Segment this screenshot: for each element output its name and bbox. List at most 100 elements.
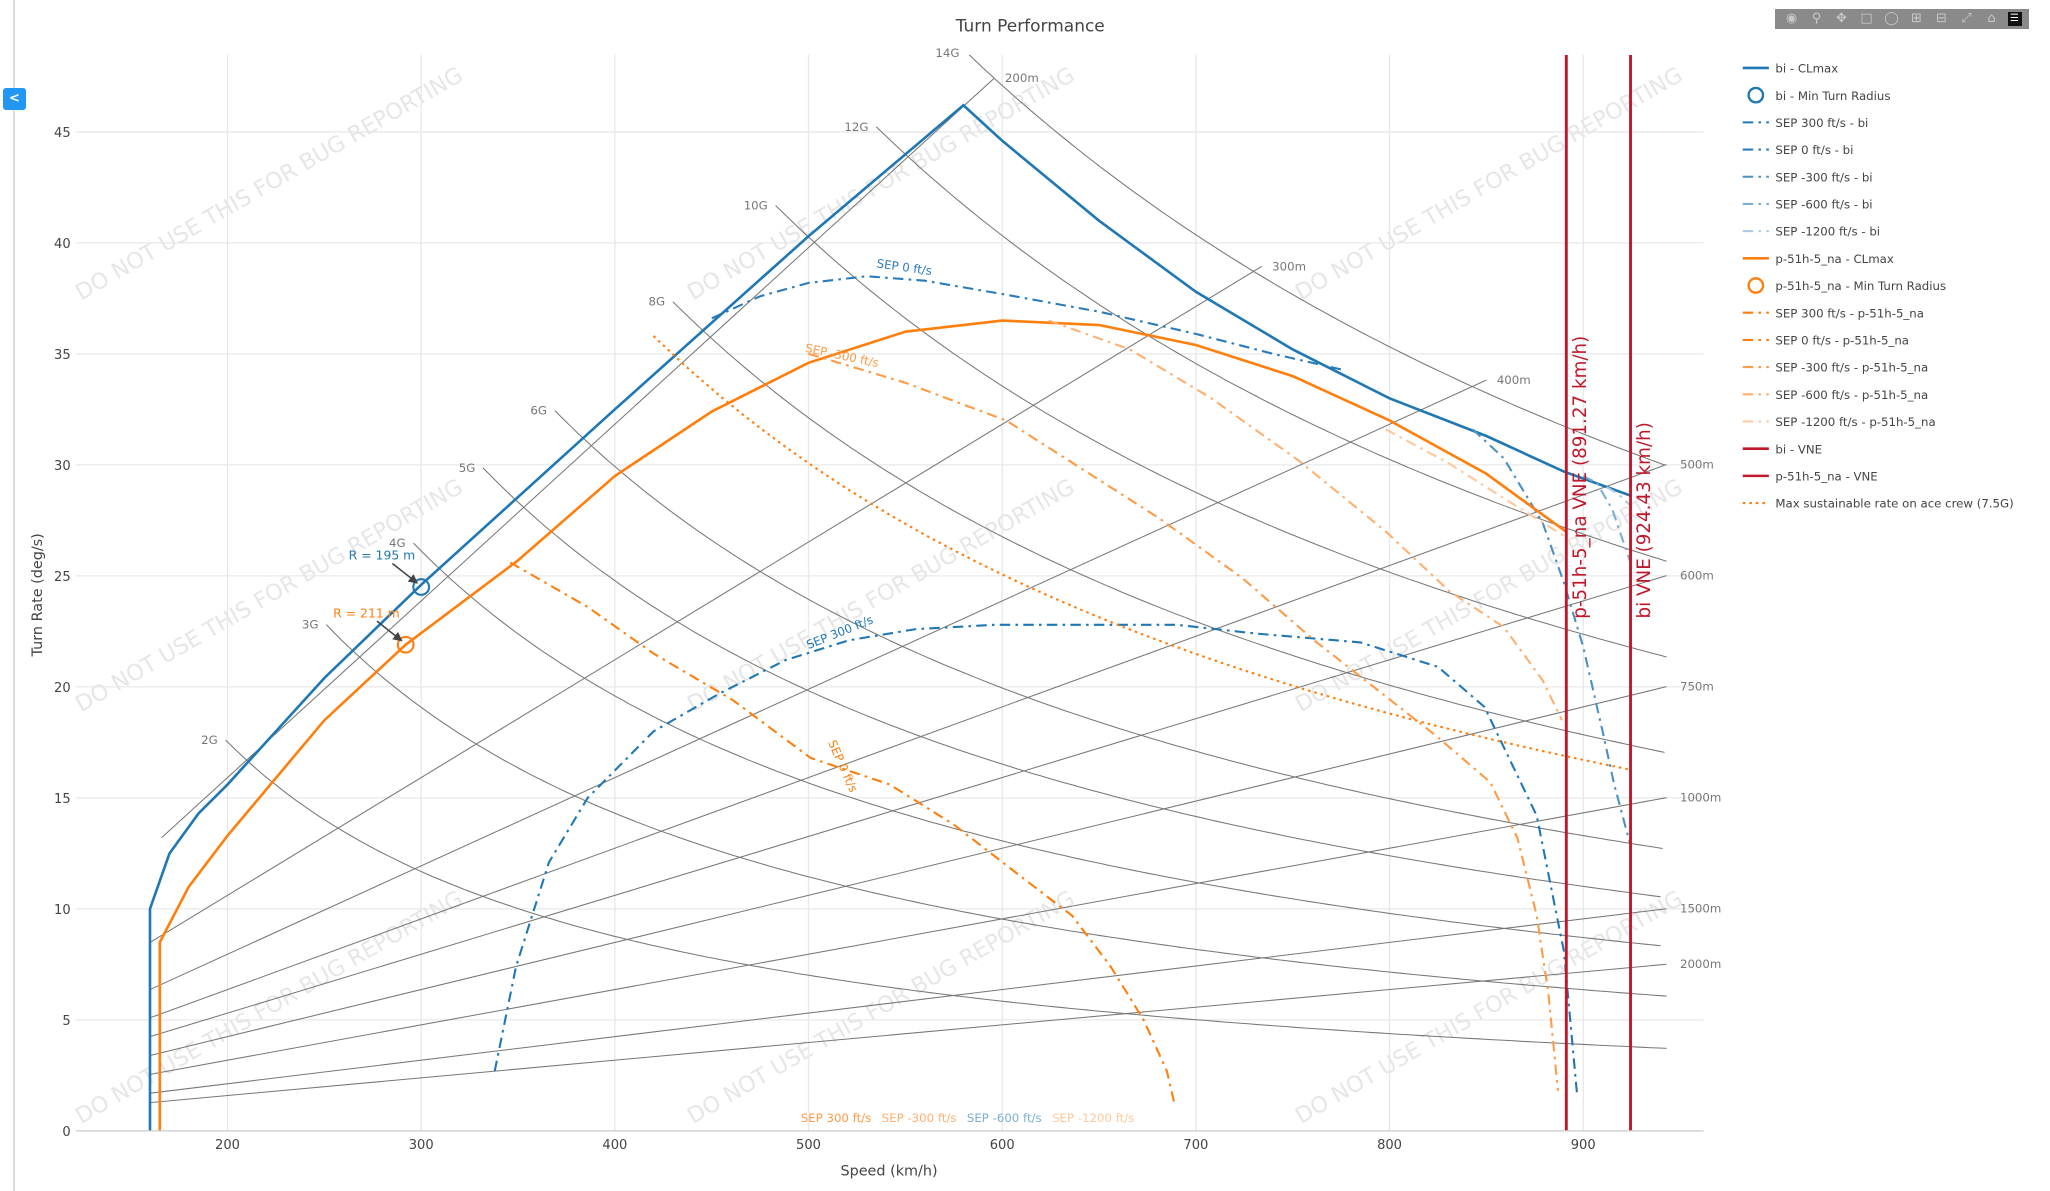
radius-label: 400m (1497, 373, 1531, 387)
annotation-arrow (376, 620, 403, 642)
radius-line (149, 908, 1667, 1094)
series-line-sep-1200-ft-s-p-51h-5-na (1385, 428, 1565, 537)
load-factor-label: 12G (844, 120, 868, 134)
min-turn-radius-marker (412, 578, 431, 596)
sidebar-collapse-button[interactable]: < (3, 88, 26, 110)
radius-label: 300m (1272, 259, 1306, 273)
legend-item-label[interactable]: SEP -600 ft/s - bi (1775, 198, 1872, 212)
sep-curve-label: SEP -300 ft/s (804, 341, 880, 370)
x-tick-label: 800 (1377, 1138, 1402, 1153)
load-factor-line (325, 624, 1667, 997)
watermark-text: DO NOT USE THIS FOR BUG REPORTING (71, 886, 467, 1130)
watermark-text: DO NOT USE THIS FOR BUG REPORTING (1291, 474, 1687, 718)
load-factor-line (775, 205, 1667, 658)
legend-marker-icon (1747, 86, 1765, 104)
legend-item-label[interactable]: p-51h-5_na - CLmax (1775, 252, 1893, 266)
legend-item-label[interactable]: SEP 300 ft/s - p-51h-5_na (1775, 306, 1924, 320)
load-factor-label: 5G (459, 461, 476, 475)
radius-line (149, 963, 1667, 1104)
sep-curve-label: SEP 300 ft/s (801, 1111, 871, 1125)
radius-label: 1000m (1680, 791, 1721, 805)
home-icon[interactable]: ⌂ (1987, 11, 1996, 26)
legend-item-label[interactable]: bi - VNE (1775, 442, 1822, 456)
radius-label: 1500m (1680, 902, 1721, 916)
series-line-sep-600-ft-s-p-51h-5-na (1048, 319, 1563, 721)
load-factor-label: 14G (935, 46, 959, 60)
x-tick-label: 400 (602, 1138, 627, 1153)
y-tick-label: 40 (54, 237, 71, 252)
sep-curve-label: SEP 0 ft/s (825, 738, 860, 794)
y-tick-label: 5 (62, 1014, 70, 1029)
lasso-icon[interactable]: ◯ (1884, 11, 1899, 26)
legend: bi - CLmax bi - Min Turn Radius SEP 300 ft… (1742, 62, 2014, 511)
legend-item-label[interactable]: SEP -1200 ft/s - bi (1775, 225, 1880, 239)
vne-label: bi VNE (924.43 km/h) (1634, 422, 1655, 618)
zoom-in-icon[interactable]: ⊞ (1911, 11, 1922, 26)
min-turn-radius-marker (396, 635, 415, 654)
chart-title: Turn Performance (955, 16, 1105, 36)
zoom-icon[interactable]: ⚲ (1811, 11, 1822, 26)
camera-icon[interactable]: ◉ (1785, 11, 1798, 26)
series-line-sep-1200-ft-s-bi (1605, 486, 1631, 506)
y-axis-title: Turn Rate (deg/s) (30, 533, 46, 657)
sep-curve-label: SEP -300 ft/s (882, 1111, 957, 1125)
load-factor-label: 4G (389, 536, 406, 550)
load-factor-line (413, 542, 1661, 947)
legend-marker-icon (1747, 277, 1765, 294)
plot-modebar: ◉ ⚲ ✥ □ ◯ ⊞ ⊟ ⤢ ⌂ ☰ (1775, 9, 2029, 29)
x-tick-label: 200 (215, 1138, 240, 1153)
box-select-icon[interactable]: □ (1860, 11, 1873, 26)
radius-line (149, 575, 1667, 1038)
legend-item-label[interactable]: p-51h-5_na - Min Turn Radius (1775, 279, 1946, 293)
sidebar-border (13, 0, 15, 1191)
load-factor-line (554, 410, 1663, 849)
x-tick-label: 300 (409, 1138, 434, 1153)
legend-item-label[interactable]: SEP -300 ft/s - p-51h-5_na (1775, 361, 1928, 375)
annotation-label: R = 195 m (349, 548, 416, 563)
x-tick-label: 500 (796, 1138, 821, 1153)
load-factor-line (482, 467, 1661, 898)
y-tick-label: 25 (54, 570, 71, 585)
watermark-text: DO NOT USE THIS FOR BUG REPORTING (71, 62, 467, 306)
zoom-out-icon[interactable]: ⊟ (1936, 11, 1947, 26)
load-factor-label: 8G (649, 295, 666, 309)
series-line-p-51h-5-na-clmax (158, 319, 1567, 1131)
series-line-max-sustainable-rate-on-ace-crew-7-5g (652, 335, 1630, 771)
legend-item-label[interactable]: SEP 0 ft/s - bi (1775, 143, 1853, 157)
autoscale-icon[interactable]: ⤢ (1961, 11, 1972, 26)
radius-line (149, 797, 1667, 1075)
legend-item-label[interactable]: p-51h-5_na - VNE (1775, 469, 1877, 483)
pan-icon[interactable]: ✥ (1836, 11, 1847, 26)
sep-curve-label: SEP -1200 ft/s (1052, 1111, 1134, 1125)
series-line-sep-0-ft-s-bi (711, 275, 1342, 371)
legend-item-label[interactable]: SEP -300 ft/s - bi (1775, 170, 1872, 184)
legend-item-label[interactable]: bi - CLmax (1775, 62, 1838, 76)
y-tick-label: 10 (54, 903, 71, 918)
load-factor-line (968, 54, 1665, 466)
legend-item-label[interactable]: SEP -1200 ft/s - p-51h-5_na (1775, 415, 1935, 429)
series-line-sep-300-ft-s-bi (493, 623, 1579, 1098)
plotly-logo-icon[interactable]: ☰ (2007, 12, 2022, 26)
x-tick-label: 700 (1183, 1138, 1208, 1153)
y-tick-label: 0 (62, 1125, 70, 1140)
radius-line (149, 379, 1487, 991)
radius-label: 600m (1680, 569, 1714, 583)
legend-item-label[interactable]: SEP 300 ft/s - bi (1775, 116, 1868, 130)
radius-line (149, 265, 1262, 943)
legend-item-label[interactable]: SEP -600 ft/s - p-51h-5_na (1775, 388, 1928, 402)
curve-labels: bi VNE (924.43 km/h) p-51h-5_na VNE (891.… (333, 256, 1655, 1125)
load-factor-label: 2G (201, 733, 218, 747)
legend-item-label[interactable]: bi - Min Turn Radius (1775, 89, 1890, 103)
y-tick-label: 20 (54, 681, 71, 696)
annotation-label: R = 211 m (333, 605, 400, 620)
vne-label: p-51h-5_na VNE (891.27 km/h) (1570, 336, 1591, 619)
axes: 200 300 400 500 600 700 800 900 0 5 10 15 20 25 30 35 40… (54, 126, 1704, 1153)
grid (75, 54, 1704, 1132)
legend-item-label[interactable]: SEP 0 ft/s - p-51h-5_na (1775, 333, 1909, 347)
sep-curve-label: SEP -600 ft/s (967, 1111, 1042, 1125)
load-factor-line (225, 739, 1667, 1049)
legend-item-label[interactable]: Max sustainable rate on ace crew (7.5G) (1775, 497, 2013, 511)
series-line-sep-600-ft-s-bi (1582, 475, 1631, 561)
radius-line (149, 464, 1667, 1019)
annotation-arrow (391, 562, 419, 584)
